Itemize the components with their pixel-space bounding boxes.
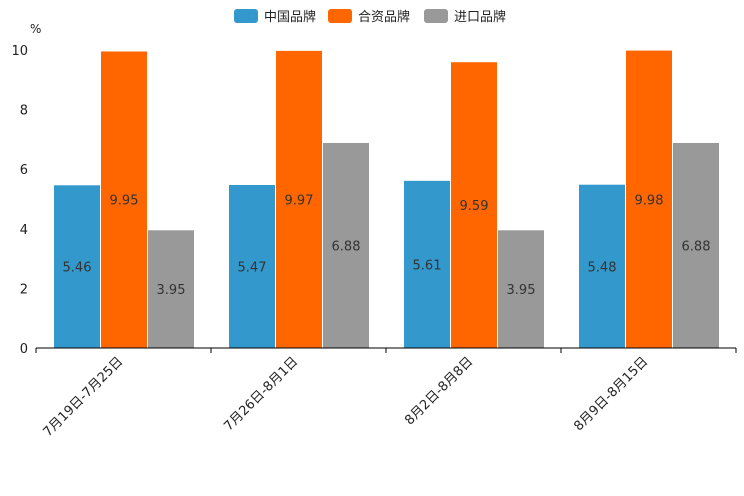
bar-value-label: 5.46	[63, 261, 92, 276]
bar-value-label: 6.88	[682, 239, 711, 254]
bar-3-1	[148, 230, 194, 348]
y-tick-label: 2	[20, 282, 28, 297]
x-tick-label: 7月26日-8月1日	[221, 354, 301, 434]
y-tick-label: 0	[20, 342, 28, 357]
y-tick-label: 4	[20, 223, 28, 238]
x-tick-label: 8月9日-8月15日	[571, 354, 651, 434]
bar-value-label: 5.61	[413, 258, 442, 273]
bar-1-1	[54, 185, 100, 348]
bar-value-label: 9.98	[635, 193, 664, 208]
legend-label-1: 中国品牌	[264, 9, 316, 25]
bar-2-3	[451, 62, 497, 349]
legend-swatch-1	[234, 9, 258, 23]
legend-swatch-3	[424, 9, 448, 23]
x-tick-label: 7月19日-7月25日	[41, 354, 127, 440]
bar-3-2	[323, 142, 369, 348]
y-axis-unit-label: %	[30, 22, 41, 36]
x-axis: 7月19日-7月25日 7月26日-8月1日 8月2日-8月8日 8月9日-8月15日	[35, 347, 737, 440]
bar-value-label: 6.88	[332, 239, 361, 254]
bar-value-label: 3.95	[507, 283, 536, 298]
bar-2-4	[626, 50, 672, 348]
bar-value-label: 9.97	[285, 193, 314, 208]
bar-value-label: 9.59	[460, 199, 489, 214]
bar-value-label: 9.95	[110, 194, 139, 209]
y-tick-label: 6	[20, 163, 28, 178]
bar-value-label: 5.48	[588, 260, 617, 275]
y-tick-label: 10	[11, 44, 28, 59]
legend-label-2: 合资品牌	[358, 9, 410, 25]
legend-label-3: 进口品牌	[454, 9, 506, 25]
bar-1-3	[404, 180, 450, 348]
x-tick-label: 8月2日-8月8日	[402, 354, 476, 428]
y-tick-label: 8	[20, 104, 28, 119]
bar-value-label: 3.95	[157, 283, 186, 298]
y-axis: 0 2 4 6 8 10	[11, 44, 28, 357]
legend: 中国品牌 合资品牌 进口品牌	[234, 9, 506, 25]
bars: 5.46 9.95 3.95 5.47 9.97 6.88 5.61 9.59 3.95 5.48…	[54, 50, 719, 349]
bar-value-label: 5.47	[238, 260, 267, 275]
bar-1-2	[229, 184, 275, 348]
legend-swatch-2	[328, 9, 352, 23]
bar-3-3	[498, 230, 544, 348]
bar-1-4	[579, 184, 625, 348]
bar-2-1	[101, 51, 147, 349]
bar-2-2	[276, 50, 322, 348]
bar-3-4	[673, 142, 719, 348]
